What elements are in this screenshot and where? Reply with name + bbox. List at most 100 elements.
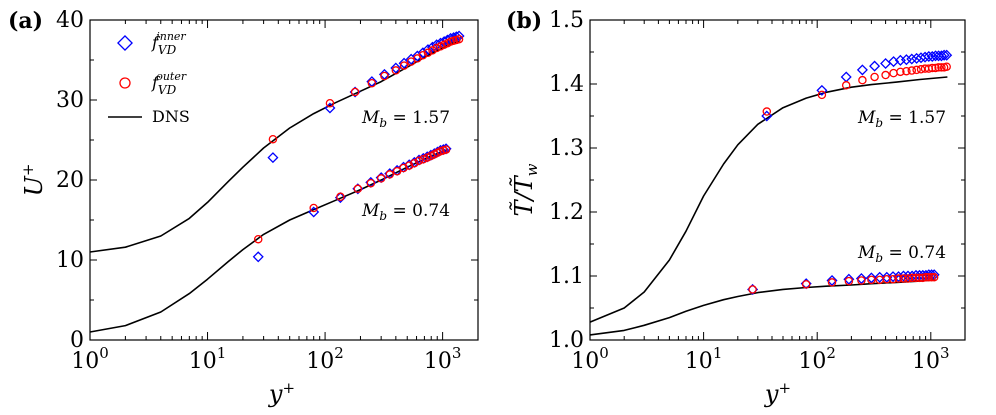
annotation-mb157-a: Mb = 1.57 bbox=[361, 108, 450, 130]
legend-a: fVDinner fVDouter DNS bbox=[108, 30, 190, 126]
inner-point bbox=[417, 47, 429, 59]
legend-marker-outer bbox=[119, 77, 131, 89]
outer-point bbox=[942, 62, 951, 71]
inner-point bbox=[900, 54, 912, 66]
tick-marks-a bbox=[89, 19, 479, 341]
outer-point bbox=[934, 63, 943, 72]
outer-point bbox=[392, 166, 402, 176]
outer-point bbox=[924, 273, 934, 282]
dns-line-074 bbox=[589, 279, 936, 336]
inner-point bbox=[911, 52, 923, 64]
inner-point bbox=[941, 49, 953, 61]
inner-point bbox=[453, 30, 465, 42]
outer-point bbox=[915, 273, 924, 283]
inner-point bbox=[865, 272, 877, 284]
outer-point bbox=[325, 98, 335, 108]
outer-point bbox=[350, 87, 360, 97]
outer-point bbox=[404, 161, 414, 170]
ytick-label: 1.2 bbox=[549, 200, 584, 225]
inner-point bbox=[422, 44, 434, 56]
inner-point bbox=[880, 58, 892, 70]
panel-a: (a) 0 10 20 30 40 100 101 102 103 U+ y+ Mb = 1.… bbox=[8, 8, 479, 408]
inner-point bbox=[761, 110, 773, 122]
inner-point bbox=[840, 71, 852, 83]
dns-line-157 bbox=[589, 76, 948, 323]
ytick-label: 10 bbox=[56, 248, 84, 273]
inner-point bbox=[874, 271, 886, 283]
xtick-labels-b: 100 101 102 103 bbox=[571, 344, 949, 374]
outer-point bbox=[882, 274, 892, 284]
inner-point bbox=[869, 60, 881, 72]
outer-point bbox=[844, 276, 854, 286]
outer-point bbox=[385, 170, 395, 179]
ytick-label: 40 bbox=[56, 8, 84, 33]
inner-point bbox=[935, 50, 947, 62]
legend-marker-inner bbox=[117, 35, 133, 51]
legend-label-inner: fVDinner bbox=[151, 30, 186, 57]
outer-point bbox=[309, 203, 318, 213]
outer-point bbox=[268, 134, 278, 144]
inner-point bbox=[826, 274, 838, 286]
legend-label-outer: fVDouter bbox=[151, 70, 187, 97]
ytick-label: 1.1 bbox=[549, 264, 584, 289]
outer-point bbox=[881, 70, 890, 80]
outer-point bbox=[867, 275, 876, 285]
inner-point bbox=[855, 273, 867, 285]
ytick-label: 30 bbox=[56, 88, 84, 113]
outer-point bbox=[423, 48, 433, 58]
inner-point bbox=[252, 251, 264, 263]
xtick-label: 103 bbox=[912, 344, 950, 374]
outer-point bbox=[927, 273, 936, 282]
outer-point bbox=[827, 278, 837, 287]
outer-point bbox=[336, 192, 345, 202]
ytick-label: 1.0 bbox=[549, 328, 584, 353]
inner-point bbox=[816, 84, 828, 96]
outer-point bbox=[896, 67, 905, 77]
plot-frame-a bbox=[89, 19, 479, 341]
ytick-label: 20 bbox=[56, 168, 84, 193]
outer-point bbox=[912, 65, 921, 75]
tick-marks-b bbox=[589, 19, 966, 341]
outer-point bbox=[353, 184, 363, 194]
ytick-label: 1.3 bbox=[549, 136, 584, 161]
inner-point bbox=[933, 50, 945, 62]
legend-label-dns: DNS bbox=[152, 107, 190, 126]
outer-point bbox=[918, 273, 928, 283]
inner-point bbox=[843, 273, 855, 285]
outer-point bbox=[889, 68, 898, 78]
outer-point bbox=[391, 66, 401, 75]
outer-point bbox=[380, 71, 389, 81]
outer-point bbox=[921, 273, 931, 282]
series-group-a bbox=[89, 30, 465, 333]
outer-point bbox=[902, 66, 911, 76]
annotation-mb074-a: Mb = 0.74 bbox=[361, 201, 450, 223]
panel-b: (b) 1.0 1.1 1.2 1.3 1.4 1.5 100 101 102 103 T̃/T… bbox=[506, 8, 966, 408]
outer-point bbox=[414, 156, 424, 166]
inner-point bbox=[906, 53, 918, 65]
xtick-label: 100 bbox=[71, 344, 109, 374]
outer-point bbox=[441, 145, 451, 154]
ytick-labels-a: 0 10 20 30 40 bbox=[56, 8, 84, 353]
outer-point bbox=[399, 61, 409, 70]
outer-point bbox=[376, 174, 386, 183]
inner-point bbox=[856, 64, 868, 76]
ytick-label: 1.4 bbox=[549, 72, 584, 97]
series-group-b bbox=[589, 49, 953, 336]
outer-point bbox=[907, 66, 917, 75]
outer-point bbox=[888, 274, 898, 284]
inner-point bbox=[897, 270, 910, 282]
annotation-mb157-b: Mb = 1.57 bbox=[857, 108, 946, 130]
outer-point bbox=[454, 34, 464, 44]
ytick-label: 1.5 bbox=[549, 8, 584, 33]
outer-point bbox=[937, 63, 946, 72]
xtick-label: 101 bbox=[685, 344, 723, 374]
xtick-label: 102 bbox=[306, 344, 344, 374]
outer-point bbox=[899, 274, 908, 283]
xtick-label: 103 bbox=[424, 344, 462, 374]
outer-point bbox=[762, 107, 772, 116]
outer-point bbox=[367, 78, 377, 88]
xlabel-a: y+ bbox=[268, 379, 295, 408]
outer-point bbox=[928, 63, 937, 73]
annotation-mb074-b: Mb = 0.74 bbox=[857, 243, 946, 265]
outer-point bbox=[929, 273, 939, 282]
